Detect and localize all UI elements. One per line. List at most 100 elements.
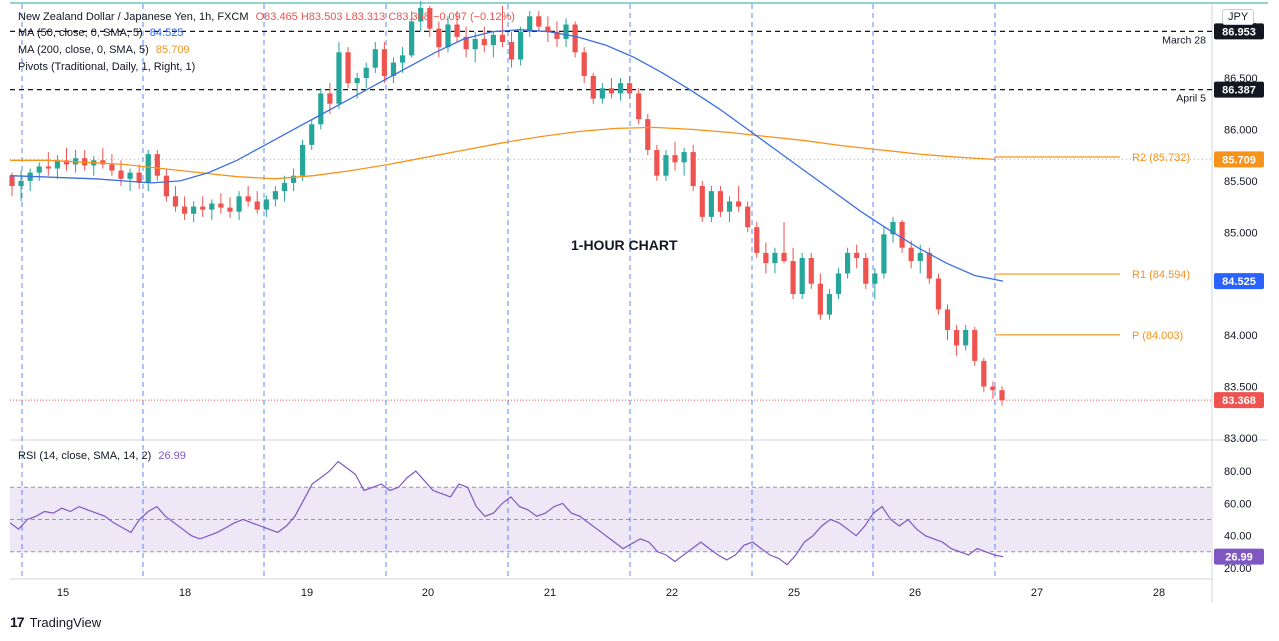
candle <box>963 330 969 346</box>
candle <box>154 154 160 176</box>
candle <box>990 386 996 391</box>
level-tag <box>1214 81 1264 98</box>
candle <box>163 175 170 197</box>
pivots-label: Pivots (Traditional, Daily, 1, Right, 1) <box>18 61 196 73</box>
candle <box>844 252 851 274</box>
candle <box>999 390 1005 401</box>
candle <box>218 203 224 208</box>
candle <box>118 170 124 179</box>
candle <box>826 294 833 315</box>
x-tick-label: 15 <box>57 587 69 599</box>
candle <box>608 88 615 94</box>
candle <box>508 42 515 60</box>
candle <box>835 273 842 294</box>
candle <box>454 24 460 37</box>
candle <box>972 330 978 361</box>
candle <box>36 166 42 173</box>
ma200-line <box>10 126 996 180</box>
ma200-tag-label: 85.709 <box>1222 154 1256 166</box>
candle <box>736 201 742 207</box>
candle <box>981 360 987 387</box>
candle <box>690 152 696 186</box>
ma50-legend-value: 84.525 <box>149 27 184 39</box>
candle <box>63 160 70 165</box>
x-tick-label: 22 <box>666 587 678 599</box>
candle <box>499 34 506 42</box>
candle <box>209 203 215 210</box>
candle <box>236 196 242 212</box>
candle <box>9 175 15 186</box>
tradingview-logo-icon: 17 <box>10 614 25 630</box>
candle <box>863 258 869 284</box>
level-label: March 28 <box>1162 34 1206 46</box>
rsi-tick-label: 20.00 <box>1224 563 1252 575</box>
candle <box>390 62 397 76</box>
candle <box>18 180 24 186</box>
candle <box>381 49 387 76</box>
brand-label[interactable]: TradingView <box>29 614 102 630</box>
candle <box>336 52 342 104</box>
candle <box>290 175 297 183</box>
candle <box>100 160 106 165</box>
candle <box>763 252 769 264</box>
candle <box>781 252 787 262</box>
y-tick-label: 86.000 <box>1224 124 1258 136</box>
candle <box>935 278 942 310</box>
candle <box>127 172 133 179</box>
candle <box>908 247 914 262</box>
candle <box>799 258 805 294</box>
candle <box>172 196 179 207</box>
chart-annotation: 1-HOUR CHART <box>571 237 678 253</box>
level-tag-label: 86.953 <box>1222 26 1256 38</box>
rsi-label: RSI (14, close, SMA, 14, 2) <box>18 450 152 462</box>
x-tick-label: 25 <box>788 587 800 599</box>
candle <box>699 186 705 217</box>
candle <box>463 36 469 50</box>
rsi-band <box>10 487 1212 552</box>
ma50-legend: MA (50, close, 0, SMA, 5) 84.525 <box>18 26 183 40</box>
x-tick-label: 19 <box>301 587 313 599</box>
ma200-label: MA (200, close, 0, SMA, 5) <box>18 44 149 56</box>
candle <box>109 164 115 171</box>
y-tick-label: 83.500 <box>1224 382 1258 394</box>
rsi-tick-label: 80.00 <box>1224 466 1252 478</box>
x-tick-label: 28 <box>1153 587 1165 599</box>
candle <box>45 166 51 169</box>
candle <box>318 93 324 125</box>
ma200-tag <box>1214 151 1264 168</box>
pivot-label: P (84.003) <box>1132 330 1183 342</box>
level-tag-label: 86.387 <box>1222 85 1256 97</box>
candle <box>872 273 878 284</box>
rsi-legend-value: 26.99 <box>158 450 186 462</box>
symbol-title: New Zealand Dollar / Japanese Yen, 1h, F… <box>18 11 249 23</box>
candle <box>717 191 724 212</box>
candle <box>563 24 569 39</box>
candle <box>572 24 578 53</box>
candle <box>854 252 860 258</box>
rsi-tick-label: 60.00 <box>1224 498 1252 510</box>
candle <box>300 144 306 176</box>
currency-button[interactable]: JPY <box>1222 9 1255 25</box>
candle <box>627 83 633 94</box>
candle <box>418 8 424 22</box>
rsi-line <box>9 460 1004 566</box>
x-tick-label: 21 <box>544 587 556 599</box>
candle <box>581 52 587 76</box>
candle <box>345 52 351 84</box>
rsi-value-tag-label: 26.99 <box>1225 552 1253 564</box>
candle <box>672 155 678 163</box>
pivots-legend: Pivots (Traditional, Daily, 1, Right, 1) <box>18 60 195 74</box>
candle <box>536 16 542 27</box>
candles <box>9 0 1005 406</box>
candle <box>191 206 197 214</box>
ma50-label: MA (50, close, 0, SMA, 5) <box>18 27 143 39</box>
ma50-tag <box>1214 273 1264 290</box>
candle <box>926 252 932 279</box>
candle <box>917 252 923 262</box>
candle <box>181 206 188 214</box>
candle <box>254 201 260 210</box>
candle <box>481 38 487 46</box>
rsi-legend: RSI (14, close, SMA, 14, 2) 26.99 <box>18 449 186 463</box>
last-price-tag <box>1214 392 1264 409</box>
